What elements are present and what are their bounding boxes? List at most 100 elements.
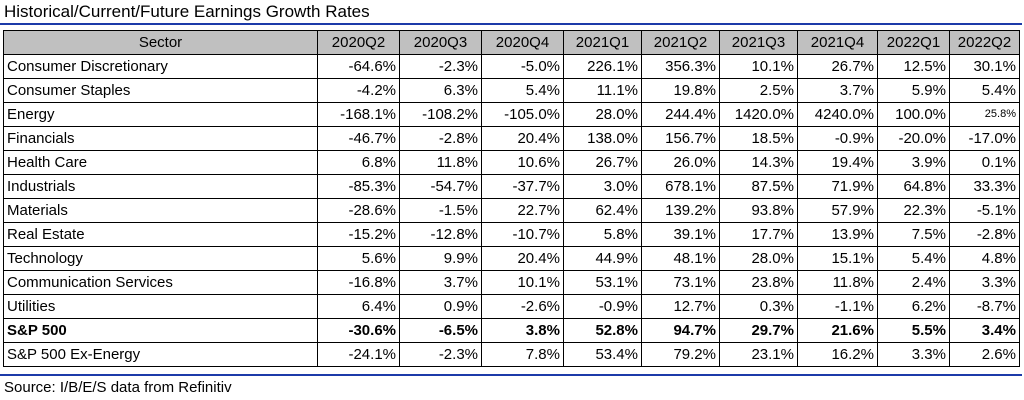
growth-cell: -6.5% xyxy=(399,318,482,343)
growth-cell: 11.8% xyxy=(399,150,482,175)
column-header: 2020Q4 xyxy=(481,30,564,55)
growth-cell: -0.9% xyxy=(797,126,878,151)
growth-cell: -5.0% xyxy=(481,54,564,79)
growth-cell: 10.1% xyxy=(719,54,798,79)
growth-cell: 17.7% xyxy=(719,222,798,247)
growth-cell: 356.3% xyxy=(641,54,720,79)
growth-cell: 11.8% xyxy=(797,270,878,295)
growth-cell: 2.6% xyxy=(949,342,1020,367)
growth-cell: 73.1% xyxy=(641,270,720,295)
column-header: 2021Q3 xyxy=(719,30,798,55)
sector-cell: Health Care xyxy=(3,150,318,175)
growth-cell: 6.3% xyxy=(399,78,482,103)
growth-cell: -2.3% xyxy=(399,342,482,367)
growth-cell: -1.5% xyxy=(399,198,482,223)
growth-cell: 64.8% xyxy=(877,174,950,199)
growth-cell: 28.0% xyxy=(719,246,798,271)
growth-cell: 5.5% xyxy=(877,318,950,343)
growth-cell: 29.7% xyxy=(719,318,798,343)
growth-cell: 12.5% xyxy=(877,54,950,79)
growth-cell: 4.8% xyxy=(949,246,1020,271)
table-row: Utilities 6.4% 0.9% -2.6% -0.9% 12.7% 0.3% -1.1… xyxy=(3,294,1020,319)
growth-cell: -30.6% xyxy=(317,318,400,343)
growth-cell: 2.5% xyxy=(719,78,798,103)
growth-cell: 19.4% xyxy=(797,150,878,175)
growth-cell: -2.6% xyxy=(481,294,564,319)
growth-cell: 18.5% xyxy=(719,126,798,151)
page-title: Historical/Current/Future Earnings Growt… xyxy=(4,2,370,21)
growth-cell: -85.3% xyxy=(317,174,400,199)
growth-cell: 678.1% xyxy=(641,174,720,199)
growth-cell: 26.7% xyxy=(563,150,642,175)
sector-cell: S&P 500 xyxy=(3,318,318,343)
column-header: 2022Q1 xyxy=(877,30,950,55)
growth-cell: 23.8% xyxy=(719,270,798,295)
growth-cell: 12.7% xyxy=(641,294,720,319)
table-row: Energy -168.1% -108.2% -105.0% 28.0% 244.4% 14… xyxy=(3,102,1020,127)
growth-cell: 5.4% xyxy=(949,78,1020,103)
growth-cell: 20.4% xyxy=(481,246,564,271)
growth-cell: 10.1% xyxy=(481,270,564,295)
growth-cell: 14.3% xyxy=(719,150,798,175)
growth-cell: 28.0% xyxy=(563,102,642,127)
growth-cell: 48.1% xyxy=(641,246,720,271)
table-row: Industrials -85.3% -54.7% -37.7% 3.0% 678.1% 8… xyxy=(3,174,1020,199)
growth-cell: 7.5% xyxy=(877,222,950,247)
growth-cell: 20.4% xyxy=(481,126,564,151)
growth-cell: 33.3% xyxy=(949,174,1020,199)
growth-cell: 1420.0% xyxy=(719,102,798,127)
growth-cell: 22.3% xyxy=(877,198,950,223)
growth-cell: 5.4% xyxy=(481,78,564,103)
growth-cell: 9.9% xyxy=(399,246,482,271)
growth-cell: 57.9% xyxy=(797,198,878,223)
growth-cell: -2.3% xyxy=(399,54,482,79)
growth-cell: -8.7% xyxy=(949,294,1020,319)
growth-cell: -20.0% xyxy=(877,126,950,151)
table-row: Technology 5.6% 9.9% 20.4% 44.9% 48.1% 28.0% 15… xyxy=(3,246,1020,271)
table-row: Financials -46.7% -2.8% 20.4% 138.0% 156.7% 18… xyxy=(3,126,1020,151)
growth-cell: -24.1% xyxy=(317,342,400,367)
growth-cell: 3.7% xyxy=(797,78,878,103)
growth-cell: 6.4% xyxy=(317,294,400,319)
growth-cell: 53.1% xyxy=(563,270,642,295)
table-row: Real Estate -15.2% -12.8% -10.7% 5.8% 39.1% 17… xyxy=(3,222,1020,247)
growth-cell: 5.8% xyxy=(563,222,642,247)
table-row: S&P 500 Ex-Energy -24.1% -2.3% 7.8% 53.4% 79.… xyxy=(3,342,1020,367)
growth-cell: -28.6% xyxy=(317,198,400,223)
growth-cell: -0.9% xyxy=(563,294,642,319)
growth-cell: 16.2% xyxy=(797,342,878,367)
column-header: 2021Q2 xyxy=(641,30,720,55)
sector-cell: Industrials xyxy=(3,174,318,199)
growth-cell: 10.6% xyxy=(481,150,564,175)
growth-cell: 39.1% xyxy=(641,222,720,247)
sector-cell: Real Estate xyxy=(3,222,318,247)
growth-cell: 87.5% xyxy=(719,174,798,199)
growth-cell: 23.1% xyxy=(719,342,798,367)
growth-cell: 5.9% xyxy=(877,78,950,103)
growth-cell: 52.8% xyxy=(563,318,642,343)
growth-cell: 6.8% xyxy=(317,150,400,175)
growth-cell: 3.3% xyxy=(949,270,1020,295)
growth-cell: 244.4% xyxy=(641,102,720,127)
growth-cell: 25.8% xyxy=(949,102,1020,127)
source-note: Source: I/B/E/S data from Refinitiv xyxy=(4,379,232,396)
column-header: Sector xyxy=(3,30,318,55)
growth-cell: 4240.0% xyxy=(797,102,878,127)
sector-cell: Utilities xyxy=(3,294,318,319)
top-rule xyxy=(0,23,1022,25)
growth-cell: -46.7% xyxy=(317,126,400,151)
sector-cell: Financials xyxy=(3,126,318,151)
growth-cell: 30.1% xyxy=(949,54,1020,79)
growth-cell: -105.0% xyxy=(481,102,564,127)
growth-cell: -54.7% xyxy=(399,174,482,199)
growth-cell: -2.8% xyxy=(949,222,1020,247)
growth-cell: 71.9% xyxy=(797,174,878,199)
growth-cell: 226.1% xyxy=(563,54,642,79)
growth-cell: 26.0% xyxy=(641,150,720,175)
growth-cell: 19.8% xyxy=(641,78,720,103)
growth-cell: 22.7% xyxy=(481,198,564,223)
growth-cell: -16.8% xyxy=(317,270,400,295)
table-header-row: Sector 2020Q2 2020Q3 2020Q4 2021Q1 2021Q… xyxy=(3,30,1020,55)
table-row: Consumer Discretionary -64.6% -2.3% -5.0% 22… xyxy=(3,54,1020,79)
growth-cell: -15.2% xyxy=(317,222,400,247)
